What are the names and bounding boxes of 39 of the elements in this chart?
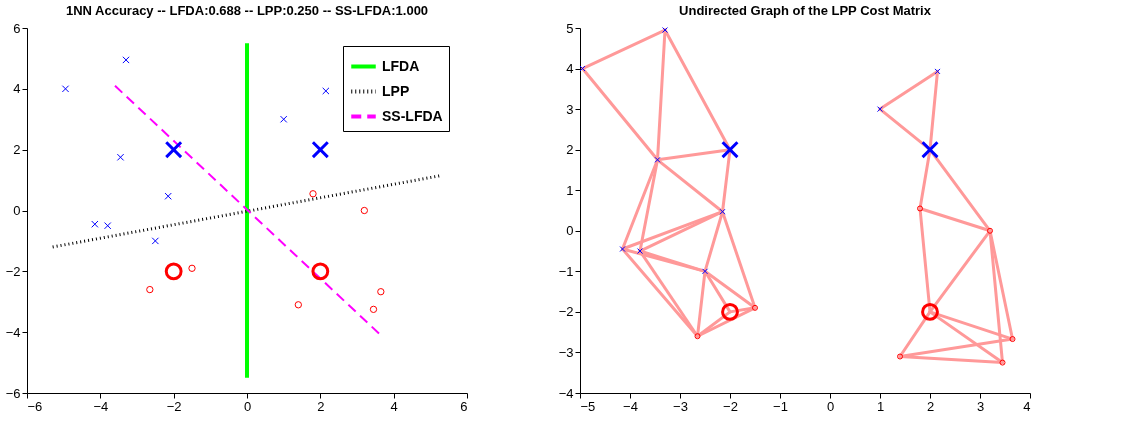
x-tick-label: −1 bbox=[773, 398, 788, 414]
x-tick-label: −4 bbox=[93, 398, 109, 414]
x-tick-label: 0 bbox=[243, 398, 252, 414]
y-tick-label: 6 bbox=[13, 20, 21, 36]
y-tick-label: −4 bbox=[558, 385, 574, 401]
x-tick-label: −2 bbox=[166, 398, 182, 414]
y-tick-label: 3 bbox=[566, 101, 574, 117]
x-tick-label: −6 bbox=[27, 398, 43, 414]
x-tick-label: −3 bbox=[673, 398, 688, 414]
x-tick-label: 2 bbox=[317, 398, 325, 414]
y-tick-label: 5 bbox=[566, 20, 574, 36]
x-tick-label: 4 bbox=[390, 398, 398, 414]
legend-label: LFDA bbox=[382, 57, 420, 74]
y-tick-label: 0 bbox=[566, 223, 574, 239]
x-tick-label: 6 bbox=[460, 398, 468, 414]
chart-title: 1NN Accuracy -- LFDA:0.688 -- LPP:0.250 -- SS-LFDA:1.000 bbox=[65, 3, 429, 18]
y-tick-label: −2 bbox=[5, 263, 21, 279]
y-tick-label: 4 bbox=[13, 81, 21, 97]
x-tick-label: 3 bbox=[976, 398, 985, 414]
y-tick-label: 4 bbox=[566, 61, 574, 77]
x-tick-label: 0 bbox=[826, 398, 835, 414]
x-tick-label: 2 bbox=[926, 398, 935, 414]
y-tick-label: −2 bbox=[558, 304, 574, 320]
y-tick-label: 0 bbox=[13, 203, 21, 218]
x-tick-label: 1 bbox=[876, 398, 885, 414]
legend-label: SS-LFDA bbox=[382, 107, 443, 124]
x-tick-label: −4 bbox=[623, 398, 638, 414]
y-tick-label: −3 bbox=[558, 344, 574, 360]
legend-label: LPP bbox=[382, 82, 410, 99]
y-tick-label: 2 bbox=[13, 142, 21, 158]
chart-title: Undirected Graph of the LPP Cost Matrix bbox=[679, 3, 932, 18]
x-tick-label: −2 bbox=[723, 398, 738, 414]
y-tick-label: 1 bbox=[566, 182, 574, 198]
x-tick-label: 4 bbox=[1023, 398, 1031, 414]
y-tick-label: −6 bbox=[5, 385, 21, 401]
x-tick-label: −5 bbox=[580, 398, 596, 414]
y-tick-label: −4 bbox=[5, 324, 21, 340]
y-tick-label: 2 bbox=[566, 142, 574, 158]
y-tick-label: −1 bbox=[558, 263, 574, 279]
